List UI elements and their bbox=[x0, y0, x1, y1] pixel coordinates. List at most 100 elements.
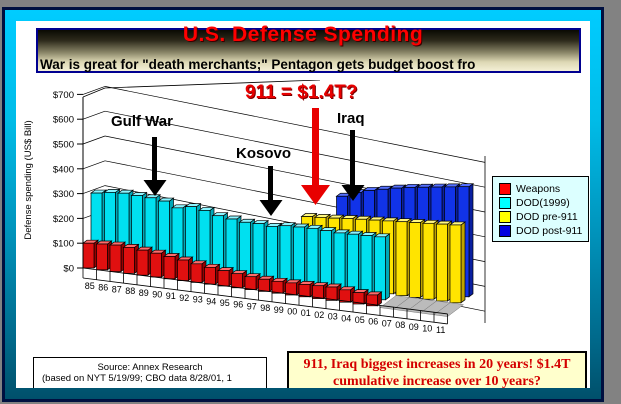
bar-weapons bbox=[270, 277, 289, 294]
chart-axis: $0 $100 $200 $300 $400 $500 $600 $700 85 86 87 88 89… bbox=[53, 90, 448, 335]
x-tick-label: 09 bbox=[409, 322, 419, 332]
bar-weapons bbox=[203, 263, 221, 285]
y-axis-title: Defense spending (US$ Bill) bbox=[23, 120, 34, 239]
chart-walls bbox=[82, 80, 486, 323]
legend-label: DOD(1999) bbox=[516, 197, 570, 209]
bar-dod-pre-911 bbox=[435, 220, 453, 302]
iraq-arrow bbox=[350, 130, 355, 185]
x-tick-label: 95 bbox=[220, 298, 230, 308]
bar-weapons bbox=[230, 269, 248, 289]
bar-dod-1999- bbox=[319, 226, 337, 294]
legend-item-dod-pre-911: DOD pre-911 bbox=[499, 210, 588, 224]
x-tick-label: 91 bbox=[166, 291, 176, 301]
bar-weapons bbox=[257, 275, 275, 293]
x-tick-label: 03 bbox=[328, 312, 338, 322]
gulf-war-arrowhead bbox=[143, 180, 167, 196]
x-tick-label: 89 bbox=[139, 288, 149, 298]
x-tick-label: 06 bbox=[368, 317, 378, 327]
y-tick-label: $600 bbox=[53, 115, 74, 126]
x-tick-label: 92 bbox=[179, 293, 189, 303]
x-tick-label: 08 bbox=[395, 320, 405, 330]
bar-weapons bbox=[216, 266, 235, 287]
y-tick-label: $100 bbox=[53, 239, 74, 250]
bar-dod-pre-911 bbox=[408, 218, 426, 299]
x-tick-label: 97 bbox=[247, 301, 257, 311]
iraq-label: Iraq bbox=[337, 110, 365, 127]
bar-weapons bbox=[135, 246, 154, 276]
x-tick-label: 93 bbox=[193, 295, 203, 305]
nine-eleven-arrow bbox=[312, 108, 319, 185]
bar-weapons bbox=[162, 252, 181, 280]
kosovo-label: Kosovo bbox=[236, 145, 292, 162]
x-tick-label: 10 bbox=[422, 324, 432, 334]
legend-label: DOD post-911 bbox=[516, 225, 583, 237]
legend-label: DOD pre-911 bbox=[516, 211, 578, 223]
bar-weapons bbox=[297, 280, 316, 298]
x-tick-label: 85 bbox=[85, 281, 95, 291]
bar-weapons bbox=[189, 260, 208, 284]
legend-swatch bbox=[499, 197, 511, 209]
x-tick-label: 00 bbox=[287, 307, 297, 317]
nine-eleven-arrowhead bbox=[301, 185, 330, 205]
nine-eleven-label: 911 = $1.4T? bbox=[245, 82, 358, 103]
legend-item-weapons: Weapons bbox=[499, 182, 588, 196]
y-tick-label: $500 bbox=[53, 140, 74, 151]
annotation-arrows bbox=[143, 108, 365, 216]
x-tick-label: 87 bbox=[112, 284, 122, 294]
bar-weapons bbox=[284, 279, 302, 296]
bar-dod-1999- bbox=[373, 233, 391, 301]
bar-weapons bbox=[311, 282, 329, 300]
kosovo-arrowhead bbox=[259, 200, 283, 216]
x-tick-label: 86 bbox=[98, 283, 108, 293]
y-tick-label: $400 bbox=[53, 164, 74, 175]
bar-weapons bbox=[338, 286, 356, 303]
bar-weapons bbox=[365, 291, 383, 307]
x-tick-label: 11 bbox=[436, 325, 445, 335]
defense-spending-chart: $0 $100 $200 $300 $400 $500 $600 $700 85 86 87 88 89… bbox=[23, 80, 486, 335]
bar-weapons bbox=[149, 249, 167, 278]
legend-label: Weapons bbox=[516, 183, 561, 195]
slide-title: U.S. Defense Spending bbox=[182, 23, 424, 46]
gulf-war-arrow bbox=[152, 137, 157, 180]
y-tick-label: $200 bbox=[53, 214, 74, 225]
y-tick-label: $0 bbox=[63, 264, 74, 275]
callout-box: 911, Iraq biggest increases in 20 years!… bbox=[287, 351, 587, 388]
x-tick-label: 05 bbox=[355, 315, 365, 325]
legend-swatch bbox=[499, 225, 511, 237]
gulf-war-label: Gulf War bbox=[111, 113, 173, 130]
x-tick-label: 88 bbox=[125, 286, 135, 296]
iraq-arrowhead bbox=[341, 185, 365, 201]
x-tick-label: 96 bbox=[233, 300, 243, 310]
bar-dod-1999- bbox=[292, 223, 310, 290]
x-tick-label: 02 bbox=[314, 310, 324, 320]
callout-line2: cumulative increase over 10 years? bbox=[333, 374, 541, 388]
title-box bbox=[36, 28, 581, 73]
legend-swatch bbox=[499, 183, 511, 195]
slide-frame: U.S. Defense Spending War is great for "… bbox=[2, 7, 604, 402]
legend-swatch bbox=[499, 211, 511, 223]
y-tick-label: $300 bbox=[53, 189, 74, 200]
source-line1: Source: Annex Research bbox=[97, 362, 203, 373]
bar-dod-pre-911 bbox=[448, 221, 467, 304]
bar-weapons bbox=[108, 241, 127, 273]
slide-subtitle: War is great for "death merchants;" Pent… bbox=[40, 57, 476, 72]
bar-weapons bbox=[243, 273, 262, 291]
bar-weapons bbox=[351, 288, 370, 305]
bar-dod-pre-911 bbox=[421, 219, 440, 300]
bar-weapons bbox=[81, 239, 100, 269]
bar-dod-1999- bbox=[278, 221, 297, 288]
bar-weapons bbox=[95, 240, 113, 271]
x-tick-label: 01 bbox=[301, 308, 311, 318]
chart-bars bbox=[81, 182, 475, 317]
source-line2: (based on NYT 5/19/99; CBO data 8/28/01,… bbox=[42, 373, 232, 384]
bar-dod-1999- bbox=[359, 231, 378, 299]
chart-legend: Weapons DOD(1999) DOD pre-911 DOD post-911 bbox=[492, 176, 589, 242]
callout-line1: 911, Iraq biggest increases in 20 years!… bbox=[303, 357, 571, 372]
bar-weapons bbox=[324, 283, 343, 302]
legend-item-dod-post-911: DOD post-911 bbox=[499, 224, 588, 238]
legend-item-dod-1999-: DOD(1999) bbox=[499, 196, 588, 210]
y-tick-label: $700 bbox=[53, 90, 74, 101]
x-tick-label: 99 bbox=[274, 305, 284, 315]
bar-dod-pre-911 bbox=[394, 217, 413, 297]
